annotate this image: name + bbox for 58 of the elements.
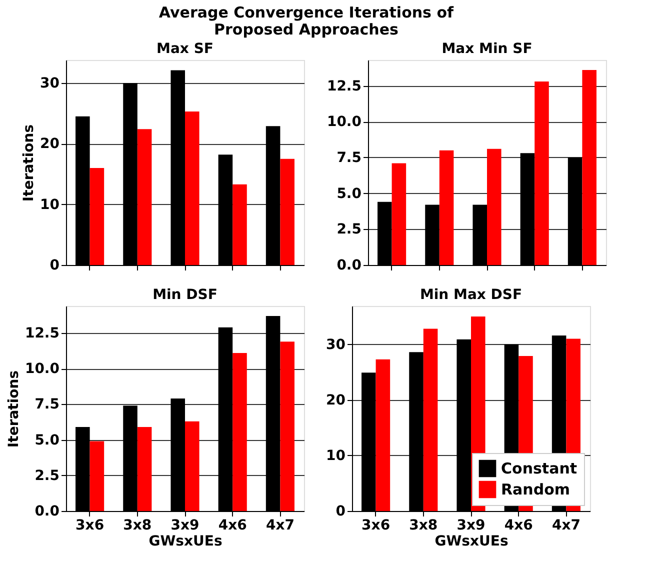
chart-title: Max SF [156,41,214,57]
y-tick-label: 20 [326,392,346,408]
chart-title: Max Min SF [442,41,532,57]
x-tick-label: 3x6 [76,518,104,534]
y-tick-label: 12.5 [326,78,362,94]
y-tick-label: 12.5 [24,326,60,342]
bar [392,163,406,265]
bar [280,158,294,265]
y-tick-label: 0 [50,258,60,274]
y-tick-label: 10 [40,196,60,213]
x-tick-label: 4x6 [504,518,533,534]
x-tick-label: 3x9 [170,518,200,534]
bar [137,427,152,511]
bar [137,129,152,265]
bar [90,168,104,265]
legend-label: Random [501,480,570,498]
legend-label: Constant [501,460,578,478]
y-tick-label: 30 [40,76,60,92]
x-tick-label: 3x6 [362,518,390,534]
bar [582,70,596,265]
y-axis-title: Iterations [21,124,38,202]
bar [423,328,438,511]
bar [232,184,247,265]
x-tick-label: 4x7 [552,518,580,534]
bar [439,150,454,265]
bar [376,359,390,511]
bar [280,342,294,511]
y-tick-label: 5.0 [336,186,362,202]
y-tick-label: 0.0 [34,504,60,520]
y-tick-label: 10.0 [326,114,362,130]
y-tick-label: 10.0 [24,361,60,378]
x-axis-title: GWsxUEs [434,534,508,550]
chart-title: Min Max DSF [420,287,522,303]
y-tick-label: 2.5 [34,468,60,484]
y-tick-label: 10 [326,448,346,464]
bar [185,112,200,265]
y-tick-label: 0 [336,504,346,520]
x-axis-title: GWsxUEs [148,534,222,550]
text: Average Convergence Iterations of Proposed Approaches [158,4,454,38]
x-tick-label: 4x6 [218,518,247,534]
bar [90,441,104,511]
y-tick-label: 20 [40,136,60,152]
y-tick-label: 5.0 [34,432,60,448]
y-tick-label: 2.5 [336,222,362,238]
x-tick-label: 3x8 [123,518,152,534]
bar [534,82,549,265]
y-tick-label: 7.5 [34,396,60,413]
bar [232,352,247,511]
x-tick-label: 3x8 [409,518,438,534]
x-tick-label: 4x7 [266,518,294,534]
y-tick-label: 30 [326,336,346,353]
y-tick-label: 0.0 [336,258,362,274]
chart-title: Min DSF [152,287,218,303]
bar [185,421,200,511]
y-tick-label: 7.5 [336,150,362,166]
x-tick-label: 3x9 [456,518,486,534]
y-axis-title: Iterations [6,370,22,448]
bar [487,148,502,265]
